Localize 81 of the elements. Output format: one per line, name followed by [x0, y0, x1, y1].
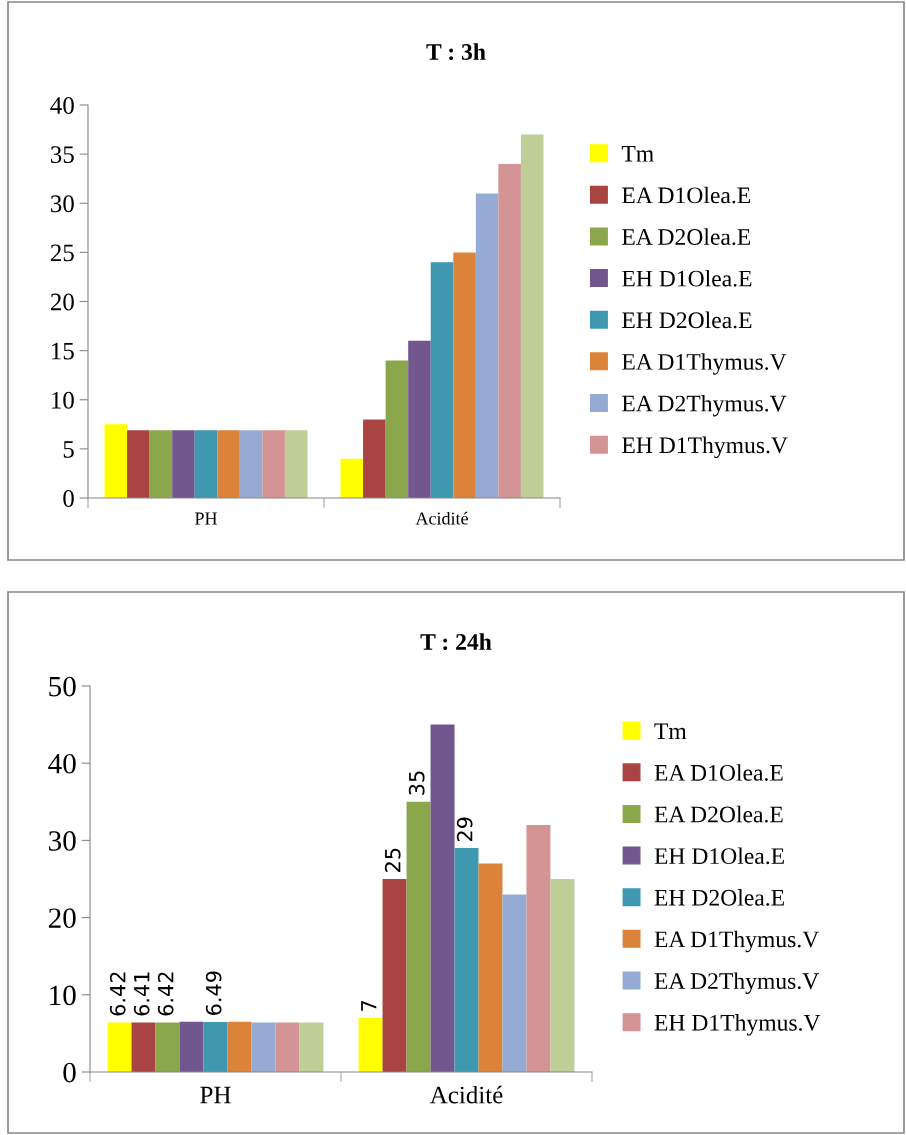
bar: [107, 1022, 132, 1072]
y-tick-label: 40: [50, 97, 74, 114]
legend-label: EA D2Olea.E: [654, 805, 783, 823]
bar: [227, 1021, 252, 1072]
y-tick-label: 40: [48, 753, 76, 774]
bar: [262, 430, 285, 498]
bar: [217, 430, 240, 498]
bar: [155, 1022, 180, 1072]
legend-label: EH D1Olea.E: [654, 847, 784, 865]
y-tick-label: 50: [49, 676, 76, 697]
bar: [179, 1021, 204, 1072]
bar: [251, 1022, 276, 1072]
legend-label: Tm: [621, 146, 654, 162]
bar: [385, 360, 409, 498]
y-tick-label: 30: [51, 195, 74, 213]
bar: [475, 193, 499, 498]
data-label: 6.42: [109, 972, 126, 1016]
chart-title: T : 24h: [420, 633, 492, 651]
bar: [430, 262, 454, 498]
bar: [430, 724, 455, 1072]
bar: [520, 134, 544, 498]
y-tick-label: 5: [63, 441, 74, 458]
legend-label: EA D2Thymus.V: [622, 394, 787, 417]
bar: [478, 863, 503, 1072]
bar: [498, 163, 521, 498]
bar: [408, 340, 431, 498]
bar: [526, 824, 551, 1072]
y-tick-label: 20: [48, 908, 76, 929]
bar: [550, 879, 575, 1072]
bar: [340, 458, 364, 498]
legend-label: EA D1Thymus.V: [622, 353, 787, 375]
data-label: 35: [408, 771, 425, 795]
data-label: 25: [384, 848, 401, 872]
legend-label: EH D2Olea.E: [622, 311, 752, 329]
y-tick-label: 30: [49, 831, 76, 851]
x-tick-label: PH: [200, 1086, 231, 1104]
legend-label: EA D1Olea.E: [654, 764, 783, 781]
y-tick-label: 35: [51, 146, 74, 164]
x-tick-label: PH: [194, 512, 218, 525]
bar: [284, 430, 308, 498]
legend-label: Tm: [654, 723, 687, 739]
bar: [127, 430, 150, 498]
bar: [203, 1021, 228, 1072]
bar: [299, 1022, 324, 1072]
data-label: 29: [456, 817, 473, 842]
y-tick-label: 25: [50, 244, 74, 262]
x-tick-label: Acidité: [429, 1085, 503, 1104]
bar: [382, 879, 407, 1072]
y-tick-label: 15: [52, 342, 74, 360]
legend-label: EA D1Thymus.V: [654, 930, 819, 953]
bar: [194, 430, 218, 498]
legend-label: EA D2Olea.E: [622, 228, 751, 246]
bar: [131, 1022, 156, 1072]
y-tick-label: 20: [50, 293, 74, 311]
data-label: 6.42: [157, 972, 174, 1016]
bar: [275, 1022, 300, 1072]
y-tick-label: 0: [63, 1062, 76, 1083]
bar: [358, 1017, 383, 1072]
y-tick-label: 10: [50, 985, 76, 1006]
y-tick-label: 0: [63, 490, 74, 507]
data-label: 6.41: [133, 972, 150, 1016]
bar: [149, 430, 173, 498]
y-tick-label: 10: [52, 391, 74, 409]
bar: [502, 894, 527, 1072]
legend-label: EH D1Olea.E: [622, 269, 752, 287]
bar: [454, 848, 479, 1072]
bar: [104, 424, 128, 498]
bar: [239, 430, 263, 498]
data-label: 6.49: [205, 971, 222, 1015]
bar: [453, 252, 476, 498]
legend-label: EA D2Thymus.V: [654, 972, 819, 994]
legend-label: EH D1Thymus.V: [622, 436, 788, 459]
bar: [172, 430, 195, 498]
legend-label: EA D1Olea.E: [622, 186, 751, 204]
legend-label: EH D2Olea.E: [654, 889, 784, 906]
bar: [363, 419, 386, 498]
legend-label: EH D1Thymus.V: [654, 1014, 821, 1036]
bar: [406, 801, 431, 1072]
chart-title: T : 3h: [426, 43, 486, 61]
x-tick-label: Acidité: [415, 511, 468, 525]
data-label: 7: [361, 1000, 377, 1011]
